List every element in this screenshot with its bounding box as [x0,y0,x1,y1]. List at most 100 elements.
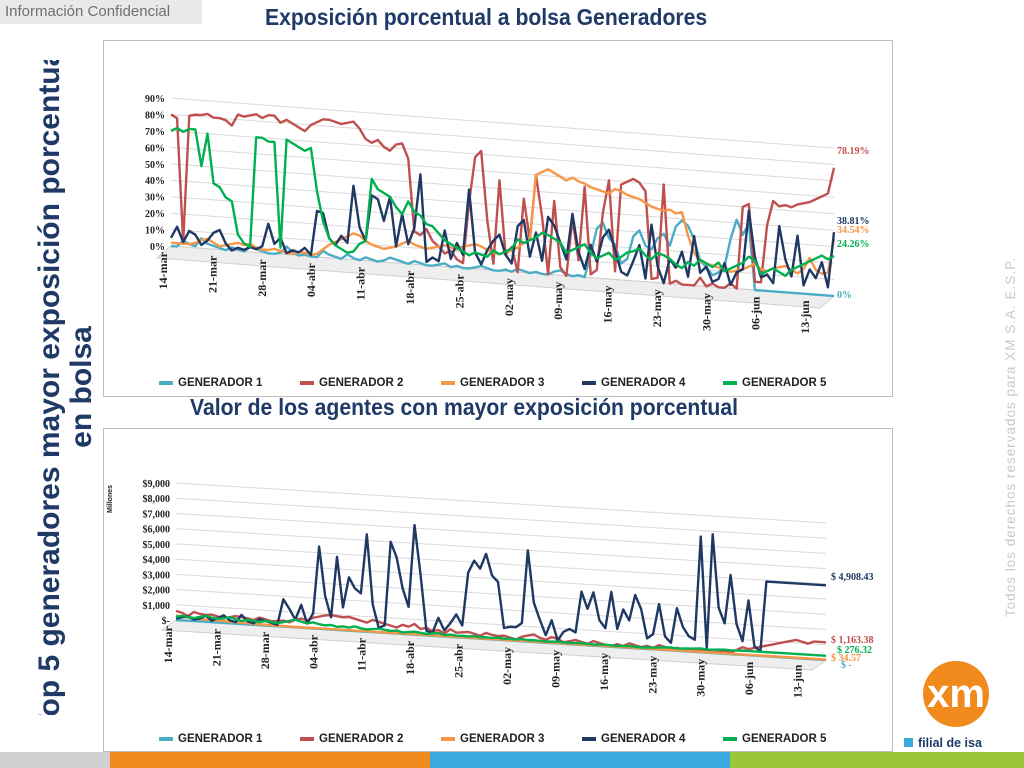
legend-swatch-2 [300,381,314,385]
y-tick-label: $2,000 [143,586,171,597]
copyright-text: Todos los derechos reservados para XM S.… [1003,257,1018,617]
series-line-5 [170,126,835,278]
x-tick-label: 04-abr [306,634,320,669]
chart1-panel: 90% 80% 70% 60% 50% 40% 30% 20% 10% 0% 0% 78.19% 34.… [103,40,893,397]
legend-swatch-1 [159,381,173,385]
x-tick-label: 28-mar [255,259,269,297]
x-tick-label: 02-may [502,278,516,316]
legend-label-1: GENERADOR 1 [178,377,263,389]
x-tick-label: 13-jun [798,300,812,334]
series-end-label-5: $ 276.32 [837,645,872,656]
y-tick-label: 60% [145,143,165,154]
legend-swatch-5 [723,381,737,385]
legend-swatch-3 [441,737,455,741]
chart1-title: Exposición porcentual a bolsa Generadore… [265,4,708,30]
side-title-line1: Top 5 generadores mayor exposición porce… [33,60,66,715]
x-tick-label: 25-abr [452,643,466,678]
y-tick-label: $9,000 [143,479,171,490]
x-tick-label: 16-may [597,653,611,691]
x-tick-label: 02-may [500,647,514,685]
y-tick-label: 70% [145,127,165,138]
y-tick-label: $7,000 [143,509,171,520]
legend-swatch-3 [441,381,455,385]
y-tick-label: $3,000 [143,570,171,581]
bottom-bar-grey [0,752,110,768]
copyright-note: Todos los derechos reservados para XM S.… [997,240,1023,635]
series-line-4 [175,523,827,653]
x-tick-label: 21-mar [209,628,223,666]
y-tick-label: 80% [145,110,165,121]
series-end-label-3: 34.54% [837,225,870,236]
xm-logo-circle [923,661,989,727]
legend-swatch-1 [159,737,173,741]
y-tick-label: $1,000 [143,601,171,612]
gridline [170,130,835,182]
chart-floor [155,245,836,309]
series-end-label-4: 38.81% [837,216,870,227]
series-end-label-5: 24.26% [837,239,870,250]
y-tick-label: 0% [150,242,165,253]
gridline [170,163,835,215]
gridline [175,543,827,585]
legend-label-4: GENERADOR 4 [601,377,686,389]
bottom-color-bar [0,752,1024,768]
gridline [175,528,827,570]
y-tick-label: $4,000 [143,555,171,566]
series-end-label-1: 0% [837,290,852,301]
gridline [175,482,827,524]
x-tick-label: 11-abr [355,637,369,671]
series-end-label-3: $ 34.57 [831,653,861,664]
y-tick-label: $6,000 [143,525,171,536]
xm-logo-text: xm [927,672,985,716]
gridline [170,97,835,149]
confidential-label: Información Confidencial [0,0,202,24]
chart2-svg: $9,000 $8,000 $7,000 $6,000 $5,000 $4,000 $3,0… [107,479,874,745]
x-tick-label: 14-mar [161,625,175,663]
legend-label-1: GENERADOR 1 [178,733,263,745]
chart2-title: Valor de los agentes con mayor exposició… [190,394,738,420]
x-tick-label: 28-mar [258,631,272,669]
gridline [170,146,835,198]
x-tick-label: 14-mar [156,251,170,289]
y-tick-label: $- [162,616,170,627]
legend-label-2: GENERADOR 2 [319,733,403,745]
x-tick-label: 30-may [694,659,708,697]
legend-swatch-4 [582,737,596,741]
legend-label-3: GENERADOR 3 [460,377,544,389]
series-end-label-2: 78.19% [837,146,870,157]
legend-label-5: GENERADOR 5 [742,733,827,745]
x-tick-label: 13-jun [791,664,805,698]
y-axis-label: Millones [107,485,114,513]
y-tick-label: 20% [145,209,165,220]
y-tick-label: 40% [145,176,165,187]
chart2-panel: $9,000 $8,000 $7,000 $6,000 $5,000 $4,000 $3,0… [103,428,893,752]
x-tick-label: 04-abr [304,263,318,298]
series-line-5 [175,614,827,657]
x-tick-label: 16-may [601,286,615,324]
y-tick-label: 50% [145,160,165,171]
legend-label-2: GENERADOR 2 [319,377,403,389]
x-tick-label: 21-mar [205,255,219,293]
y-tick-label: 10% [145,226,165,237]
legend-label-4: GENERADOR 4 [601,733,686,745]
x-tick-label: 09-may [551,282,565,320]
side-title: Top 5 generadores mayor exposición porce… [15,41,98,732]
x-tick-label: 06-jun [742,661,756,695]
gridline [175,512,827,554]
legend-swatch-2 [300,737,314,741]
chart1-svg: 90% 80% 70% 60% 50% 40% 30% 20% 10% 0% 0% 78.19% 34.… [145,94,870,389]
gridline [175,604,827,646]
side-title-line2: en bolsa [65,326,97,448]
y-tick-label: 90% [145,94,165,105]
isa-square-icon [904,738,913,747]
legend-label-3: GENERADOR 3 [460,733,544,745]
x-tick-label: 11-abr [354,266,368,300]
bottom-bar-green [730,752,1024,768]
legend-label-5: GENERADOR 5 [742,377,827,389]
x-tick-label: 23-may [650,289,664,327]
x-tick-label: 18-abr [403,270,417,305]
series-end-label-4: $ 4,908.43 [831,572,874,583]
legend-swatch-4 [582,381,596,385]
bottom-bar-orange [110,752,430,768]
legend-swatch-5 [723,737,737,741]
